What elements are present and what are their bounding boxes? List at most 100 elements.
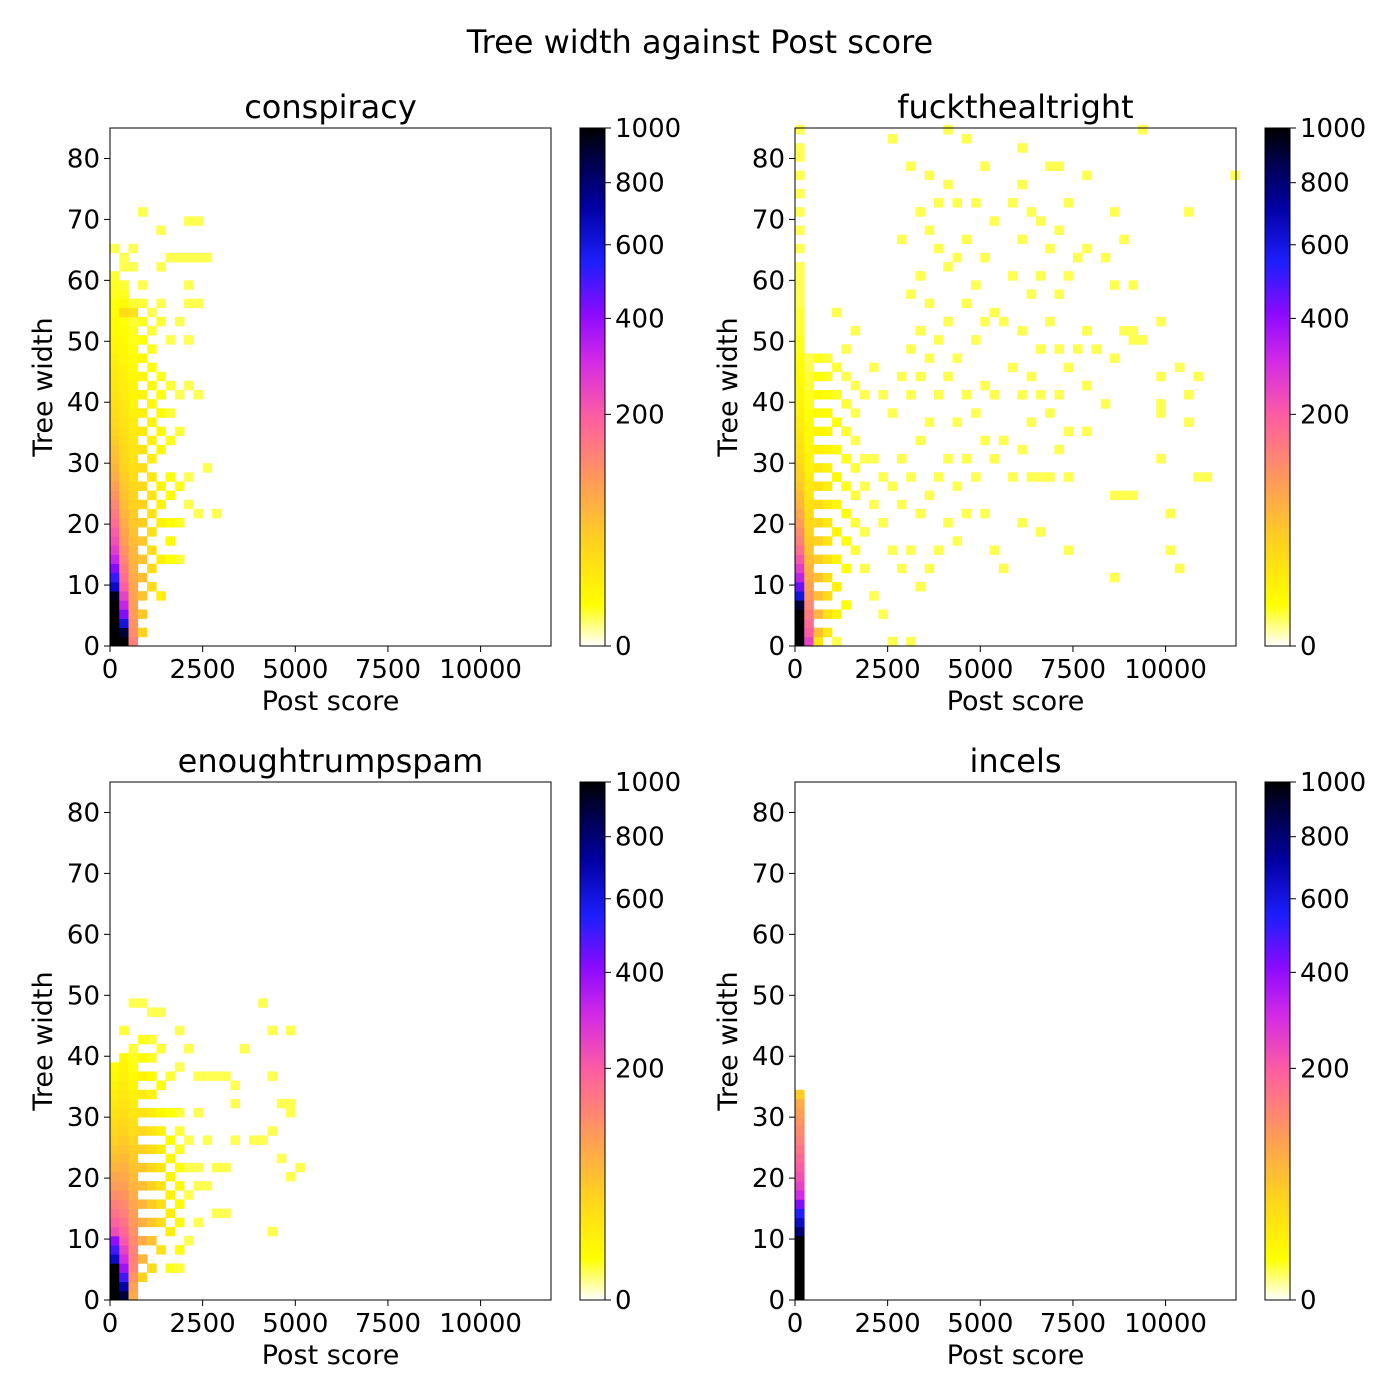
colorbar-tick-label: 400 — [1300, 304, 1350, 334]
heatmap-cell — [110, 563, 120, 574]
heatmap-cell — [110, 326, 120, 336]
heatmap-cell — [156, 481, 166, 491]
heatmap-cell — [1119, 234, 1129, 245]
heatmap-cell — [795, 499, 805, 510]
heatmap-cell — [119, 1053, 129, 1063]
heatmap-cell — [813, 499, 824, 510]
heatmap-cell — [832, 554, 842, 565]
y-tick-label: 40 — [752, 1042, 785, 1072]
heatmap-cell — [804, 362, 814, 373]
heatmap-cell — [128, 335, 139, 345]
heatmap-cell — [193, 216, 203, 226]
colorbar-tick-label: 600 — [615, 885, 665, 915]
heatmap-cell — [128, 362, 139, 373]
heatmap-cell — [128, 454, 139, 464]
heatmap-cell — [1193, 371, 1203, 382]
heatmap-cell — [961, 390, 972, 400]
heatmap-cell — [961, 134, 972, 144]
heatmap-cell — [795, 508, 805, 519]
heatmap-cell — [110, 1272, 120, 1283]
heatmap-cell — [110, 499, 120, 510]
heatmap-cell — [1202, 472, 1213, 482]
heatmap-cell — [221, 1162, 231, 1173]
heatmap-cell — [795, 1190, 805, 1200]
axes-frame — [109, 781, 552, 1301]
heatmap-cell — [110, 243, 120, 254]
heatmap-cell — [128, 435, 139, 446]
heatmap-cell — [980, 508, 990, 519]
figure-title: Tree width against Post score — [466, 23, 933, 61]
heatmap-cell — [924, 170, 935, 181]
heatmap-cell — [971, 280, 981, 290]
heatmap-cell — [110, 289, 120, 299]
heatmap-cell — [110, 307, 120, 318]
heatmap-cell — [795, 280, 805, 290]
heatmap-cell — [147, 1089, 157, 1100]
heatmap-cell — [119, 344, 129, 354]
heatmap-cell — [119, 454, 129, 464]
heatmap-cell — [128, 1254, 139, 1264]
heatmap-cell — [174, 390, 185, 400]
heatmap-cell — [1045, 472, 1055, 482]
heatmap-cell — [896, 234, 907, 245]
y-tick-label: 10 — [67, 571, 100, 601]
heatmap-cell — [795, 527, 805, 537]
heatmap-cell — [1026, 472, 1037, 482]
y-tick-label: 0 — [83, 1286, 100, 1316]
heatmap-cell — [128, 1181, 139, 1191]
colorbar-tick-label: 800 — [1300, 169, 1350, 199]
heatmap-cell — [795, 1144, 805, 1155]
heatmap-cell — [795, 1162, 805, 1173]
heatmap-cell — [1054, 344, 1064, 354]
heatmap-cell — [1017, 518, 1027, 528]
heatmap-cell — [961, 454, 972, 464]
heatmap-cell — [193, 252, 203, 263]
heatmap-cell — [165, 518, 176, 528]
heatmap-cell — [128, 1135, 139, 1145]
heatmap-cell — [989, 454, 1000, 464]
heatmap-cell — [915, 508, 925, 519]
heatmap-cell — [174, 1062, 185, 1072]
heatmap-cell — [804, 518, 814, 528]
heatmap-cell — [156, 1162, 166, 1173]
x-axis-label: Post score — [947, 686, 1085, 717]
heatmap-cell — [156, 1007, 166, 1017]
heatmap-cell — [795, 371, 805, 382]
heatmap-cell — [147, 527, 157, 537]
heatmap-cell — [795, 435, 805, 446]
heatmap-cell — [137, 1126, 148, 1136]
heatmap-cell — [137, 1254, 148, 1264]
heatmap-cell — [147, 399, 157, 409]
heatmap-cell — [128, 545, 139, 555]
heatmap-cell — [119, 1217, 129, 1228]
heatmap-cell — [156, 1217, 166, 1228]
heatmap-cell — [1184, 207, 1194, 217]
heatmap-cell — [804, 490, 814, 501]
heatmap-cell — [795, 1117, 805, 1127]
heatmap-cell — [128, 1126, 139, 1136]
heatmap-cell — [156, 371, 166, 382]
heatmap-cell — [119, 591, 129, 601]
heatmap-cell — [795, 463, 805, 473]
heatmap-cell — [119, 618, 129, 629]
heatmap-cell — [878, 518, 888, 528]
heatmap-cell — [924, 353, 935, 363]
heatmap-cell — [267, 1226, 278, 1237]
heatmap-cell — [804, 499, 814, 510]
heatmap-cell — [906, 636, 916, 647]
heatmap-cell — [943, 124, 953, 135]
heatmap-cell — [119, 627, 129, 638]
heatmap-cell — [156, 316, 166, 327]
x-tick-label: 2500 — [855, 655, 921, 685]
heatmap-cell — [137, 554, 148, 565]
heatmap-cell — [137, 1181, 148, 1191]
y-tick-label: 70 — [752, 205, 785, 235]
heatmap-cell — [1063, 426, 1074, 437]
heatmap-cell — [832, 609, 842, 619]
colorbar-tick-label: 600 — [615, 231, 665, 261]
heatmap-cell — [110, 1226, 120, 1237]
heatmap-cell — [119, 1190, 129, 1200]
heatmap-cell — [137, 1144, 148, 1155]
x-axis-label: Post score — [262, 686, 400, 717]
heatmap-cell — [933, 243, 944, 254]
